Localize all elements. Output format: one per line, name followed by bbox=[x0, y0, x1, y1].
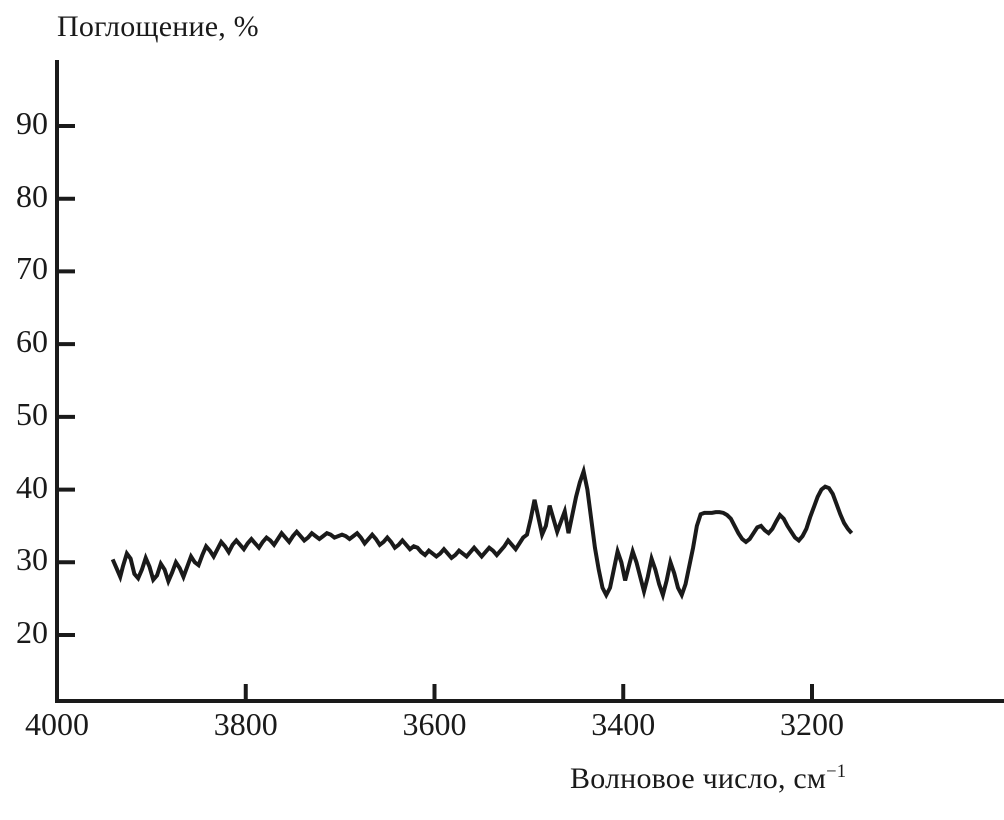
y-tick-label-40: 40 bbox=[16, 468, 48, 505]
axes bbox=[55, 60, 1004, 703]
x-axis-title: Волновое число, см−1 bbox=[570, 762, 846, 796]
y-tick-label-70: 70 bbox=[16, 250, 48, 287]
y-tick-label-30: 30 bbox=[16, 541, 48, 578]
data-series-group bbox=[110, 463, 854, 602]
x-tick-label-3400: 3400 bbox=[591, 706, 656, 742]
x-axis-title-text: Волновое число, см bbox=[570, 762, 827, 795]
x-tick-label-3800: 3800 bbox=[213, 706, 278, 742]
x-tick-label-3600: 3600 bbox=[402, 706, 467, 742]
y-axis-ticks bbox=[57, 124, 75, 637]
x-tick-label-3200: 3200 bbox=[780, 706, 844, 742]
y-tick-label-50: 50 bbox=[16, 395, 48, 432]
y-tick-label-60: 60 bbox=[16, 323, 48, 360]
x-axis-ticks bbox=[243, 684, 814, 701]
x-tick-label-4000: 4000 bbox=[25, 706, 89, 742]
x-axis-title-exponent: −1 bbox=[826, 761, 847, 782]
y-axis-title: Поглощение, % bbox=[57, 10, 259, 43]
y-tick-label-20: 20 bbox=[16, 614, 48, 650]
spectrum-curve bbox=[110, 463, 854, 602]
y-tick-label-90: 90 bbox=[16, 105, 48, 141]
y-tick-label-80: 80 bbox=[16, 177, 48, 214]
